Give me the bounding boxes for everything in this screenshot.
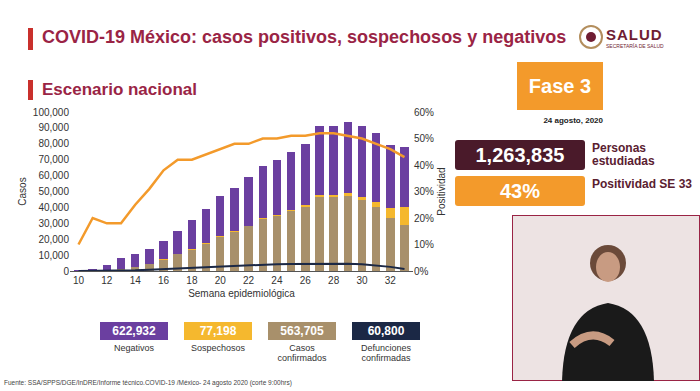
svg-text:16: 16: [158, 275, 170, 286]
svg-text:Casos: Casos: [17, 177, 28, 205]
svg-text:22: 22: [243, 275, 255, 286]
svg-text:20%: 20%: [414, 213, 434, 224]
svg-text:60,000: 60,000: [38, 170, 69, 181]
svg-text:Positividad: Positividad: [436, 167, 447, 215]
html-text:Negativos: Negativos: [114, 343, 154, 353]
svg-text:30%: 30%: [414, 186, 434, 197]
svg-text:0: 0: [63, 266, 69, 277]
html-text:Fuente: SSA/SPPS/DGE/InDRE/Inf: Fuente: SSA/SPPS/DGE/InDRE/Informe técni…: [4, 379, 292, 386]
svg-text:Semana epidemiológica: Semana epidemiológica: [188, 288, 295, 299]
svg-text:40,000: 40,000: [38, 202, 69, 213]
html-text:563,705: 563,705: [280, 324, 324, 338]
html-text:622,932: 622,932: [112, 324, 156, 338]
html-text:77,198: 77,198: [199, 324, 237, 338]
svg-text:90,000: 90,000: [38, 122, 69, 133]
svg-text:30,000: 30,000: [38, 218, 69, 229]
svg-text:12: 12: [101, 275, 113, 286]
svg-text:0%: 0%: [414, 266, 429, 277]
html-text:60,800: 60,800: [367, 324, 405, 338]
svg-text:28: 28: [328, 275, 340, 286]
svg-text:50%: 50%: [414, 133, 434, 144]
svg-text:70,000: 70,000: [38, 154, 69, 165]
html-text:Positividad SE 33: Positividad SE 33: [592, 177, 692, 191]
html-text:43%: 43%: [500, 179, 540, 202]
svg-text:100,000: 100,000: [33, 107, 70, 118]
html-text:Casos confirmados: Casos confirmados: [277, 343, 327, 363]
svg-text:20,000: 20,000: [38, 234, 69, 245]
svg-text:60%: 60%: [414, 107, 434, 118]
html-text:Personas estudiadas: Personas estudiadas: [592, 141, 655, 168]
html-text:SALUD: SALUD: [606, 26, 663, 43]
svg-text:10: 10: [73, 275, 85, 286]
html-text:Sospechosos: Sospechosos: [191, 343, 245, 353]
svg-text:24: 24: [271, 275, 283, 286]
html-text:Escenario nacional: Escenario nacional: [42, 80, 197, 99]
svg-text:10%: 10%: [414, 239, 434, 250]
html-text:Defunciones confirmadas: Defunciones confirmadas: [361, 343, 411, 363]
svg-text:32: 32: [385, 275, 397, 286]
html-text:COVID-19 México: casos positiv: COVID-19 México: casos positivos, sospec…: [42, 27, 567, 47]
svg-text:30: 30: [356, 275, 368, 286]
svg-text:18: 18: [186, 275, 198, 286]
svg-text:20: 20: [215, 275, 227, 286]
svg-text:40%: 40%: [414, 160, 434, 171]
html-text:Fase 3: Fase 3: [528, 74, 592, 97]
svg-text:80,000: 80,000: [38, 138, 69, 149]
html-text:24 agosto, 2020: 24 agosto, 2020: [543, 116, 603, 125]
svg-text:26: 26: [300, 275, 312, 286]
svg-text:50,000: 50,000: [38, 186, 69, 197]
svg-text:14: 14: [130, 275, 142, 286]
html-text:1,263,835: 1,263,835: [475, 143, 565, 166]
svg-text:10,000: 10,000: [38, 250, 69, 261]
html-text:SECRETARÍA DE SALUD: SECRETARÍA DE SALUD: [606, 43, 664, 49]
